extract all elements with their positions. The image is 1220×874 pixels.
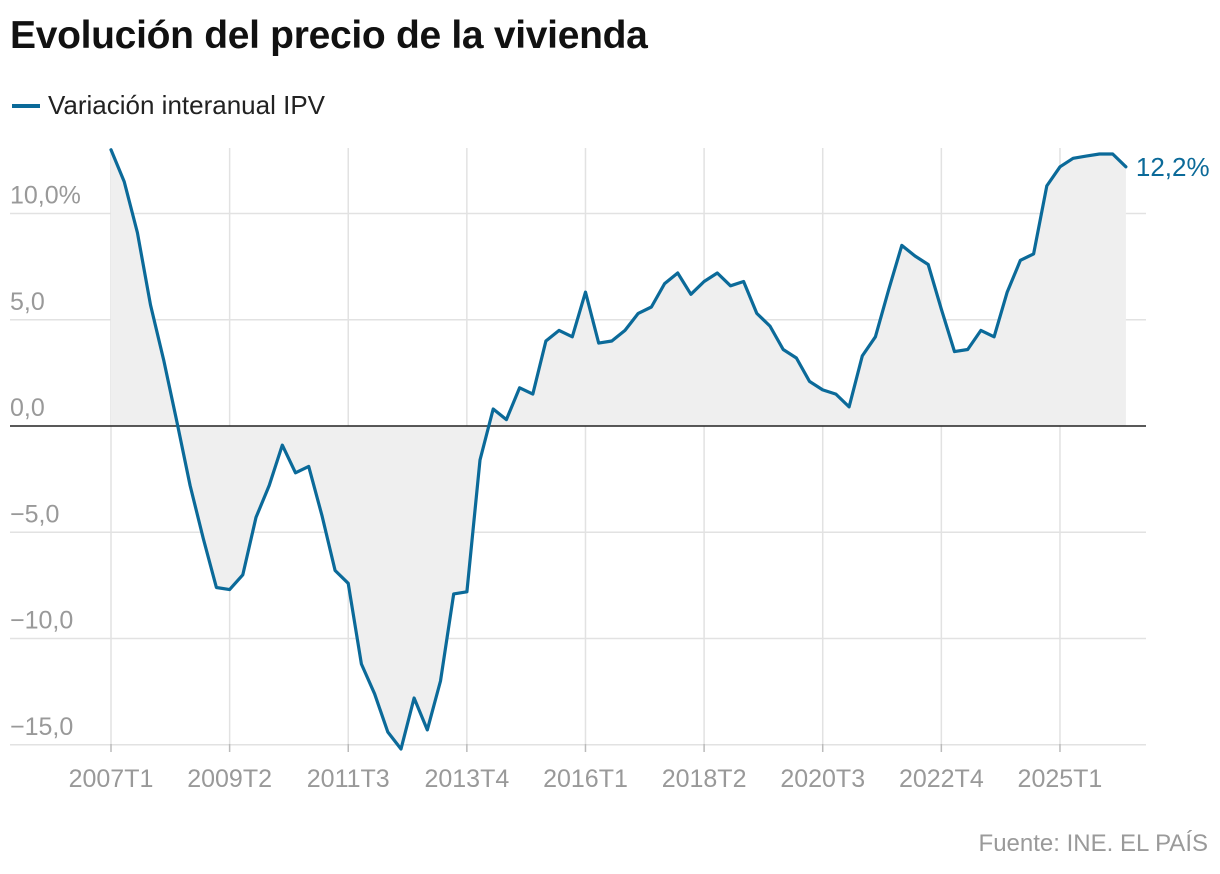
x-tick-label: 2009T2 bbox=[187, 765, 272, 793]
y-tick-label: 5,0 bbox=[10, 288, 45, 316]
x-tick-label: 2018T2 bbox=[662, 765, 747, 793]
y-tick-label: −15,0 bbox=[10, 713, 73, 741]
y-tick-label: −10,0 bbox=[10, 607, 73, 635]
x-tick-label: 2013T4 bbox=[424, 765, 509, 793]
x-tick-label: 2007T1 bbox=[69, 765, 154, 793]
source-note: Fuente: INE. EL PAÍS bbox=[978, 830, 1208, 857]
x-tick-label: 2016T1 bbox=[543, 765, 628, 793]
legend-label: Variación interanual IPV bbox=[48, 90, 326, 120]
series-line-variacion-interanual bbox=[109, 148, 1128, 751]
y-tick-label: 10,0% bbox=[10, 182, 81, 210]
x-axis-labels: 2007T1 2009T2 2011T3 2013T4 2016T1 2018T2 2020… bbox=[69, 765, 1103, 793]
end-value-label: 12,2% bbox=[1136, 152, 1210, 182]
area-fill bbox=[111, 149, 1126, 750]
x-tick-label: 2011T3 bbox=[307, 765, 390, 793]
legend: Variación interanual IPV bbox=[12, 90, 325, 121]
y-tick-label: −5,0 bbox=[10, 500, 59, 528]
x-tick-label: 2020T3 bbox=[780, 765, 865, 793]
legend-swatch bbox=[12, 103, 40, 108]
x-tick-label: 2022T4 bbox=[899, 765, 984, 793]
y-axis-labels: 10,0% 5,0 0,0 −5,0 −10,0 −15,0 bbox=[10, 182, 81, 741]
y-tick-label: 0,0 bbox=[10, 394, 45, 422]
line-chart: 10,0%5,00,0−5,0−10,0−15,0 2007T1 2009T2 20… bbox=[10, 148, 1210, 793]
y-gridlines bbox=[10, 212, 1146, 746]
chart-title: Evolución del precio de la vivienda bbox=[10, 14, 648, 57]
x-tick-label: 2025T1 bbox=[1018, 765, 1103, 793]
